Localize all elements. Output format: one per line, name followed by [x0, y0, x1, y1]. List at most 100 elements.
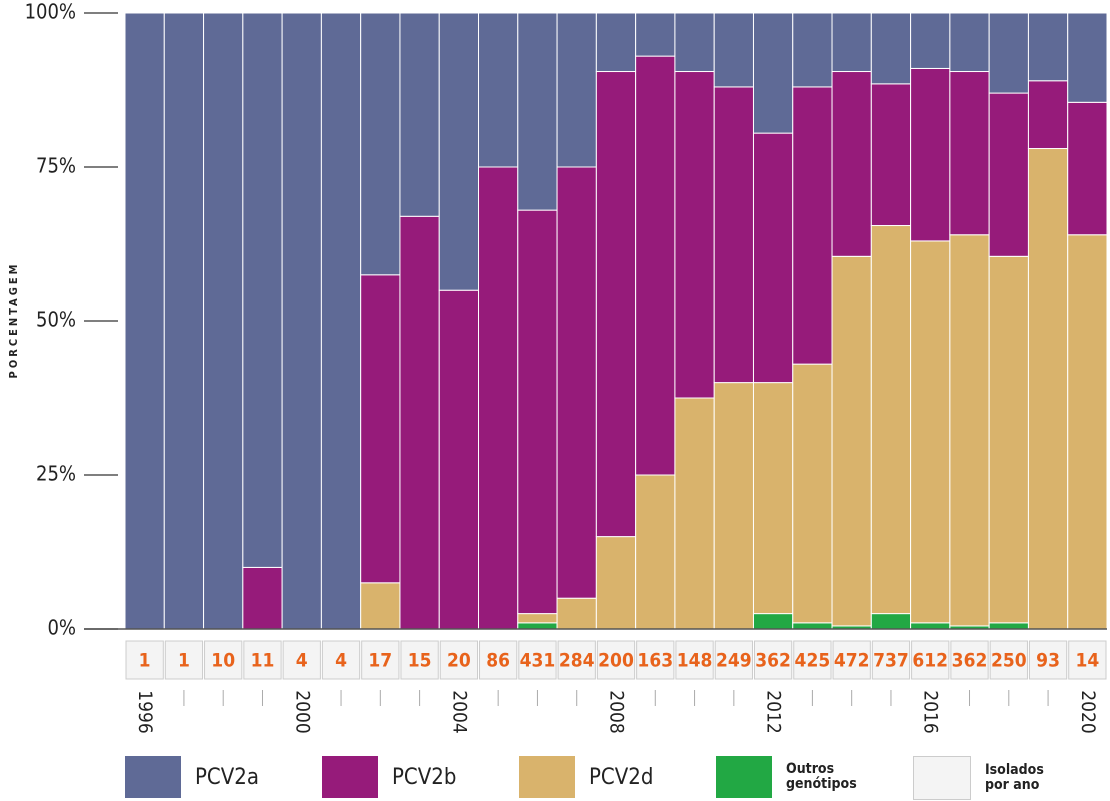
bar-segment	[910, 12, 951, 69]
isolates-cell	[596, 640, 636, 680]
bar-segment	[792, 622, 833, 630]
bar-segment	[1067, 12, 1108, 103]
bar-segment	[988, 92, 1029, 257]
isolates-value: 250	[991, 650, 1027, 672]
isolates-value: 1	[178, 650, 190, 672]
bar-segment	[399, 215, 440, 630]
isolates-value: 431	[520, 650, 556, 672]
bar-segment	[360, 582, 401, 630]
bar-segment	[595, 71, 637, 538]
legend-item: Isolados por ano	[913, 756, 1065, 800]
bar-segment	[713, 382, 754, 630]
isolates-value: 163	[637, 650, 673, 672]
bar-segment	[752, 613, 794, 630]
bar-segment	[635, 12, 676, 57]
isolates-value: 200	[598, 650, 634, 672]
bar-segment	[438, 12, 480, 291]
isolates-value: 148	[677, 650, 713, 672]
isolates-cell	[911, 640, 950, 680]
bar-segment	[399, 12, 440, 217]
bar-segment	[320, 12, 362, 630]
isolates-value: 11	[251, 650, 275, 672]
x-tick-label: 1996	[134, 690, 156, 734]
isolates-cell	[518, 640, 557, 680]
y-tick-label: 50%	[36, 308, 76, 332]
bar-segment	[360, 12, 401, 276]
isolates-cell	[243, 640, 282, 680]
bar-segment	[831, 71, 872, 257]
isolates-value: 4	[296, 650, 308, 672]
y-tick-label: 25%	[36, 462, 76, 486]
bar-segment	[517, 622, 558, 630]
x-tick-label: 2012	[763, 690, 785, 734]
bar-segment	[831, 255, 872, 627]
bar-segment	[163, 12, 205, 630]
legend-swatch	[519, 756, 575, 798]
chart: PORCENTAGEM 0% 25% 50% 75% 100% 1 1996 1 10 11 4 20…	[7, 0, 1108, 734]
bar-segment	[752, 12, 794, 134]
bar-segment	[281, 12, 322, 630]
bar-segment	[438, 289, 480, 630]
y-tick-label: 0%	[47, 616, 76, 640]
isolates-value: 86	[486, 650, 510, 672]
legend-swatch	[913, 756, 971, 800]
bar-segment	[595, 12, 637, 73]
y-tick-label: 75%	[36, 154, 76, 178]
isolates-value: 284	[559, 650, 595, 672]
isolates-cell	[1028, 640, 1068, 680]
isolates-cell	[871, 640, 911, 680]
legend-item: PCV2a	[125, 756, 259, 798]
legend-label: Outros genótipos	[786, 761, 857, 792]
isolates-cell	[832, 640, 871, 680]
bar-segment	[478, 166, 519, 630]
bar-segment	[242, 12, 283, 568]
isolates-cell	[989, 640, 1028, 680]
legend-item: PCV2b	[322, 756, 456, 798]
isolates-value: 362	[755, 650, 791, 672]
bar-segment	[595, 536, 637, 630]
bar-segment	[1027, 12, 1069, 82]
legend-item: PCV2d	[519, 756, 653, 798]
bar-segment	[831, 12, 872, 73]
bar-segment	[674, 71, 715, 399]
bar-segment	[988, 12, 1029, 94]
isolates-cell	[282, 640, 321, 680]
bar-segment	[752, 382, 794, 615]
y-axis-label: PORCENTAGEM	[7, 262, 20, 379]
legend-swatch	[322, 756, 378, 798]
isolates-value: 1	[139, 650, 151, 672]
isolates-cell	[753, 640, 793, 680]
bar-segment	[635, 55, 676, 476]
x-tick-label: 2000	[291, 690, 313, 734]
isolates-cell	[793, 640, 832, 680]
bar-segment	[792, 86, 833, 365]
bar-segment	[910, 622, 951, 630]
isolates-cell	[950, 640, 989, 680]
x-tick-label: 2020	[1077, 690, 1099, 734]
bar-segment	[1027, 148, 1069, 630]
isolates-cell	[321, 640, 361, 680]
isolates-cell	[479, 640, 518, 680]
isolates-cell	[204, 640, 243, 680]
isolates-value: 15	[408, 650, 432, 672]
bar-segment	[517, 613, 558, 624]
bar-segment	[242, 566, 283, 630]
legend-label: Isolados por ano	[985, 762, 1044, 793]
isolates-value: 737	[873, 650, 909, 672]
bar-segment	[556, 597, 597, 630]
legend-label: PCV2b	[392, 764, 457, 790]
isolates-value: 472	[834, 650, 870, 672]
bar-segment	[870, 225, 912, 615]
bar-segment	[1067, 101, 1108, 236]
bar-segment	[1067, 234, 1108, 630]
bar-segment	[360, 274, 401, 584]
isolates-value: 249	[716, 650, 752, 672]
bar-segment	[517, 12, 558, 211]
legend-item: Outros genótipos	[716, 756, 866, 798]
bar-segment	[949, 71, 990, 236]
bar-segment	[949, 234, 990, 627]
legend-label: PCV2a	[195, 764, 260, 790]
isolates-value: 14	[1075, 650, 1099, 672]
isolates-value: 93	[1036, 650, 1060, 672]
